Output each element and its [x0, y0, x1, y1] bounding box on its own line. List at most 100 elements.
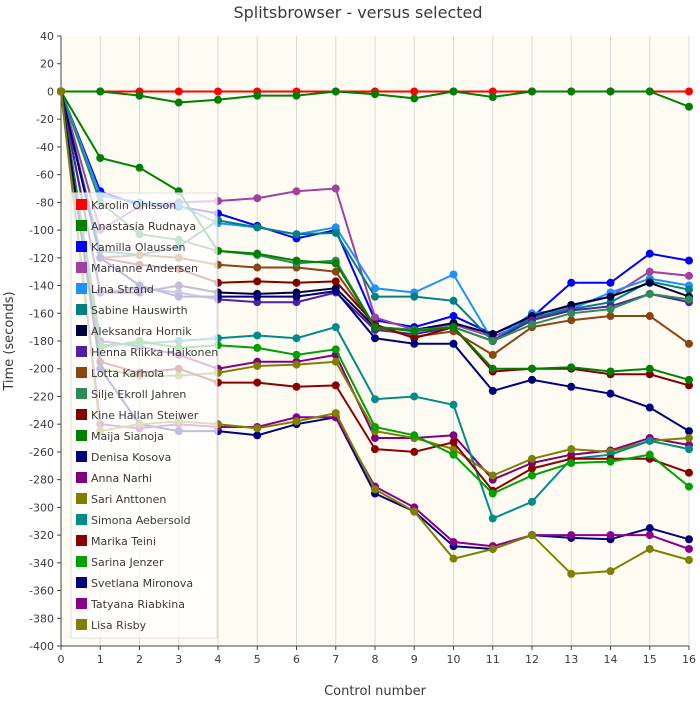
data-point — [606, 305, 615, 314]
legend-swatch — [76, 283, 87, 294]
data-point — [685, 102, 693, 111]
x-tick-label: 11 — [486, 653, 500, 666]
legend-label: Anastasia Rudnaya — [91, 220, 196, 233]
data-point — [371, 395, 379, 404]
legend-label: Svetlana Mironova — [91, 577, 193, 590]
y-tick-label: -260 — [29, 446, 54, 459]
y-tick-label: -320 — [29, 529, 54, 542]
x-tick-label: 4 — [215, 653, 222, 666]
data-point — [449, 296, 458, 305]
y-tick-label: -280 — [29, 474, 54, 487]
data-point — [449, 312, 458, 321]
data-point — [371, 292, 379, 301]
data-point — [410, 392, 419, 401]
y-tick-label: -360 — [29, 585, 54, 598]
data-point — [645, 312, 654, 321]
data-point — [645, 524, 654, 533]
data-point — [292, 382, 301, 391]
legend-label: Silje Ekroll Jahren — [91, 388, 186, 401]
y-tick-label: -220 — [29, 390, 54, 403]
y-tick-label: -180 — [29, 335, 54, 348]
legend-swatch — [76, 304, 87, 315]
data-point — [449, 339, 458, 348]
data-point — [449, 538, 458, 547]
data-point — [253, 249, 262, 258]
y-tick-label: -200 — [29, 363, 54, 376]
data-point — [331, 409, 340, 418]
data-point — [488, 514, 497, 523]
data-point — [645, 450, 654, 459]
x-tick-label: 5 — [254, 653, 261, 666]
x-tick-label: 8 — [372, 653, 379, 666]
legend-swatch — [76, 325, 87, 336]
data-point — [331, 357, 340, 366]
data-point — [685, 468, 693, 477]
data-point — [567, 278, 576, 287]
data-point — [371, 90, 379, 99]
data-point — [488, 350, 497, 359]
chart-title: Splitsbrowser - versus selected — [233, 3, 482, 22]
data-point — [567, 531, 576, 540]
data-point — [331, 323, 340, 332]
data-point — [685, 375, 693, 384]
data-point — [331, 381, 340, 390]
data-point — [567, 445, 576, 454]
legend-box — [70, 192, 218, 639]
legend-swatch — [76, 199, 87, 210]
data-point — [371, 284, 379, 293]
y-tick-label: -380 — [29, 612, 54, 625]
y-tick-labels: 40 20 0 -20 -40 -60 -80 -100 -120 -140 -160 -180 -20… — [29, 30, 61, 653]
x-tick-label: 15 — [643, 653, 657, 666]
data-point — [253, 378, 262, 387]
legend-label: Aleksandra Hornik — [91, 325, 192, 338]
legend: Karolin Ohlsson Anastasia Rudnaya Kamilla … — [70, 192, 218, 639]
data-point — [685, 295, 693, 304]
data-point — [488, 337, 497, 345]
x-tick-label: 10 — [447, 653, 461, 666]
data-point — [371, 434, 379, 443]
data-point — [606, 567, 615, 576]
data-point — [488, 544, 497, 553]
data-point — [214, 87, 222, 96]
data-point — [645, 289, 654, 298]
data-point — [567, 309, 576, 318]
legend-label: Sarina Jenzer — [91, 556, 164, 569]
x-tick-label: 0 — [58, 653, 65, 666]
legend-label: Marika Teini — [91, 535, 156, 548]
x-tick-label: 3 — [175, 653, 182, 666]
data-point — [410, 87, 419, 96]
y-tick-label: -120 — [29, 252, 54, 265]
x-tick-label: 13 — [564, 653, 578, 666]
data-point — [135, 163, 144, 172]
legend-swatch — [76, 409, 87, 420]
data-point — [685, 271, 693, 280]
data-point — [292, 278, 301, 287]
data-point — [449, 431, 458, 440]
data-point — [214, 95, 222, 104]
y-tick-label: -160 — [29, 307, 54, 320]
x-tick-label: 16 — [682, 653, 696, 666]
legend-label: Kine Hallan Steiwer — [91, 409, 199, 422]
data-point — [449, 554, 458, 563]
y-tick-label: -80 — [36, 196, 54, 209]
data-point — [253, 361, 262, 370]
legend-swatch — [76, 619, 87, 630]
series-lines — [57, 87, 693, 578]
x-tick-labels: 0 1 2 3 4 5 6 7 8 9 10 11 12 13 14 15 16 — [58, 646, 696, 666]
data-point — [253, 424, 262, 433]
y-tick-label: -40 — [36, 141, 54, 154]
data-point — [685, 535, 693, 544]
data-point — [528, 87, 536, 96]
data-point — [645, 544, 654, 553]
data-point — [371, 445, 379, 454]
y-tick-label: 0 — [47, 85, 54, 98]
data-point — [528, 531, 536, 540]
data-point — [645, 531, 654, 540]
data-point — [292, 334, 301, 343]
data-point — [606, 87, 615, 96]
data-point — [371, 422, 379, 431]
data-point — [292, 230, 301, 239]
data-point — [488, 489, 497, 498]
data-point — [645, 436, 654, 445]
